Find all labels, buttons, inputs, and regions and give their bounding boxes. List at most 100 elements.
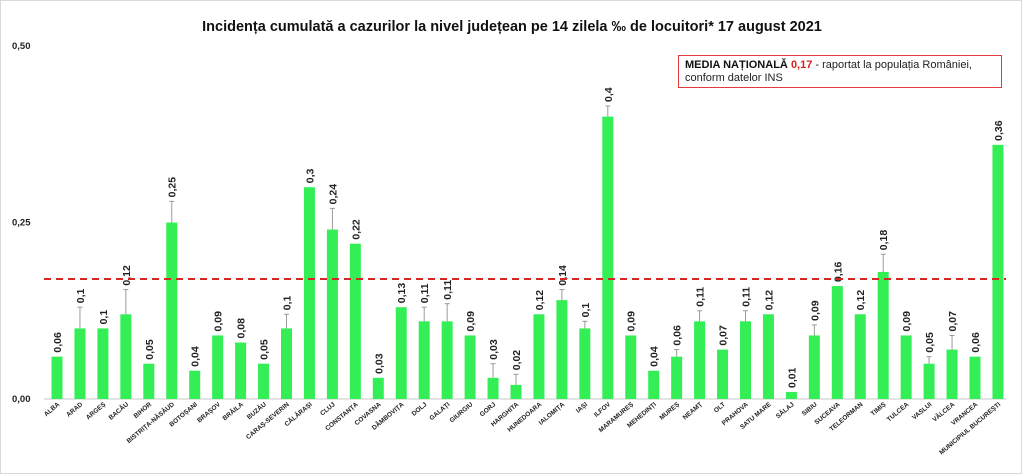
bar-value-label: 0,3 [304,168,316,183]
bar-value-label: 0,05 [924,332,936,353]
bar [441,321,453,399]
bar [854,314,866,399]
category-label: BACĂU [106,399,130,421]
bar [946,349,958,399]
bar [120,314,132,399]
bar [671,356,683,399]
bar-value-label: 0,1 [75,288,87,303]
bar [740,321,751,399]
bar-value-label: 0,05 [259,339,271,360]
bar-value-label: 0,12 [855,290,867,311]
bar-value-label: 0,06 [52,332,64,353]
bar-value-label: 0,14 [557,265,569,286]
national-average-label: MEDIA NAȚIONALĂ [685,59,788,71]
bar-value-label: 0,06 [970,332,982,353]
national-average-value: 0,17 [790,59,813,71]
bar-value-label: 0,03 [488,339,500,360]
category-label: GIURGIU [449,401,475,424]
bar [281,328,292,399]
bar [212,335,224,399]
bar-value-label: 0,1 [580,303,592,318]
category-label: VASLUI [911,401,934,421]
bar [74,328,86,399]
category-label: MUREȘ [658,401,681,422]
category-label: IALOMIȚA [538,401,567,427]
national-average-note-1: - raportat la populația României, [812,59,972,71]
bar-value-label: 0,09 [901,311,913,332]
bar-value-label: 0,09 [465,311,477,332]
bar [487,377,499,399]
bar [785,391,797,399]
category-label: ARAD [65,401,84,419]
category-label: BUZĂU [245,399,268,421]
bar-value-label: 0,11 [741,287,753,307]
category-label: CLUJ [319,401,337,418]
bar [189,370,201,399]
bar [923,363,935,399]
bar-value-label: 0,1 [282,296,294,311]
bar [510,384,522,399]
bar-value-label: 0,03 [373,353,385,374]
bar-value-label: 0,12 [763,290,775,311]
chart-title: Incidența cumulată a cazurilor la nivel … [202,19,822,35]
bar [418,321,430,399]
bar [648,370,660,399]
bar [877,271,889,399]
category-label: ARGEȘ [85,401,108,422]
bar-value-label: 0,04 [649,346,661,367]
category-label: IAȘI [575,401,589,415]
category-label: BIHOR [133,401,154,420]
category-label: DOLJ [411,401,429,418]
bar-value-label: 0,11 [695,287,707,307]
category-label: BRĂILA [220,399,245,422]
category-label: SĂLAJ [774,399,796,420]
bar-value-label: 0,18 [878,230,890,251]
bar-value-label: 0,07 [947,311,959,332]
bar-value-label: 0,16 [832,261,844,282]
bar [258,363,270,399]
bar [533,314,545,399]
category-label: OLT [713,401,727,414]
bar [579,328,591,399]
bar-value-label: 0,07 [718,325,730,346]
category-label: ALBA [43,401,62,418]
bar [900,335,912,399]
bar [831,286,843,399]
bar-value-label: 0,4 [603,87,615,102]
bar [992,144,1004,399]
bar [166,222,178,399]
bar-value-label: 0,11 [442,280,454,300]
category-label: GORJ [479,401,498,418]
bar [694,321,706,399]
bar-value-label: 0,02 [511,350,523,371]
bar [235,342,247,399]
bar [97,328,109,399]
bar [969,356,981,399]
bar-value-label: 0,12 [534,290,546,311]
bar-value-label: 0,36 [993,120,1005,141]
y-tick-label: 0,50 [12,41,31,52]
bar-value-label: 0,11 [419,283,431,303]
category-label: SIBIU [801,401,819,418]
bar-value-label: 0,01 [786,367,798,388]
bar-value-label: 0,12 [121,265,133,286]
bar [556,300,568,399]
bar [625,335,637,399]
category-label: TIMIȘ [870,401,888,418]
bar-value-label: 0,09 [809,300,821,321]
y-tick-label: 0,25 [12,218,31,229]
bar-value-label: 0,22 [350,219,362,240]
bar-value-label: 0,1 [98,310,110,325]
bar [143,363,155,399]
bar [717,349,729,399]
national-average-callout: MEDIA NAȚIONALĂ 0,17 - raportat la popul… [678,55,1002,88]
national-average-note-2: conform datelor INS [685,72,783,84]
category-label: BRAȘOV [196,401,222,425]
bar [372,377,384,399]
bar [762,314,774,399]
bar [464,335,476,399]
bar-value-label: 0,24 [327,184,339,205]
bar [349,243,361,399]
bar-value-label: 0,13 [396,283,408,304]
